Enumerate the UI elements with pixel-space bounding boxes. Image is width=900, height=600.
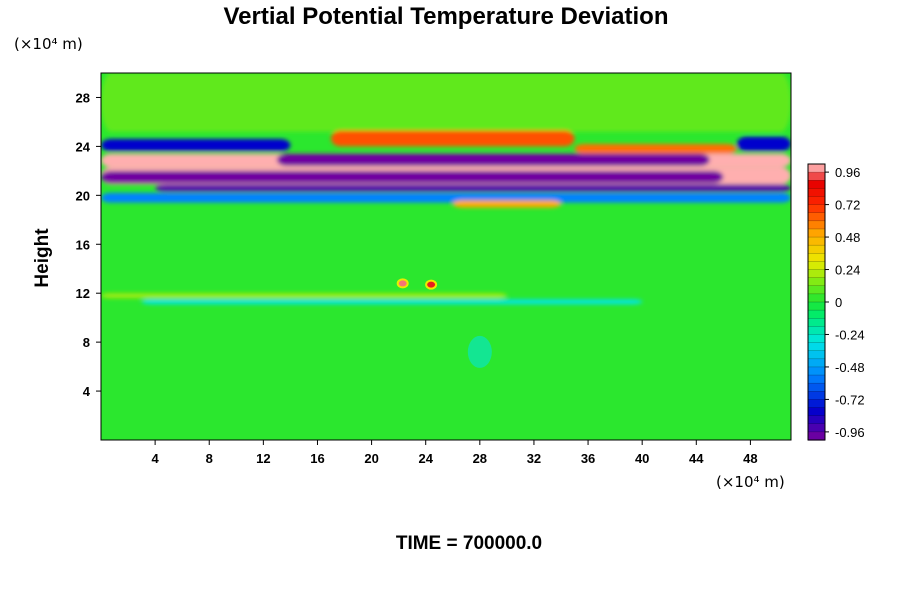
colorbar-step [808, 277, 825, 287]
colorbar-step [808, 399, 825, 409]
colorbar-step [808, 188, 825, 198]
colorbar-step [808, 245, 825, 254]
cyan-line-11.4 [141, 299, 643, 305]
colorbar-step [808, 326, 825, 336]
colorbar-step [808, 391, 825, 401]
cold-band-19.8 [101, 192, 791, 203]
colorbar-tick-label: -0.48 [835, 360, 865, 375]
colorbar-step [808, 253, 825, 263]
colorbar-step [808, 212, 825, 222]
colorbar-step [808, 269, 825, 279]
colorbar-step [808, 366, 825, 376]
cold-band-left-24.2 [101, 139, 291, 152]
time-label: TIME = 700000.0 [396, 533, 542, 554]
colorbar-step [808, 310, 825, 319]
y-tick-label: 8 [83, 335, 90, 350]
x-tick-label: 40 [635, 451, 649, 466]
colorbar-step [808, 431, 825, 441]
colorbar-step [808, 261, 825, 271]
y-tick-label: 12 [76, 286, 90, 301]
purple-band-21.6 [101, 170, 724, 184]
x-tick-label: 4 [152, 451, 160, 466]
y-axis-label: Height [32, 228, 53, 288]
colorbar-tick-label: 0 [835, 295, 842, 310]
x-tick-label: 16 [310, 451, 324, 466]
colorbar-step [808, 237, 825, 246]
y-tick-label: 20 [76, 188, 90, 203]
purple-band-23.0 [276, 153, 710, 166]
colorbar-tick-label: 0.72 [835, 198, 860, 213]
colorbar-step [808, 228, 825, 238]
colorbar-ticks: 0.96 0.72 0.48 0.24 0 -0.24 -0.48 -0.72 -0.96 [825, 165, 865, 440]
warm-band-right-23.8 [574, 143, 737, 154]
colorbar-tick-label: 0.24 [835, 263, 860, 278]
colorbar-tick-label: 0.48 [835, 230, 860, 245]
colorbar-step [808, 415, 825, 425]
colorbar-step [808, 204, 825, 214]
x-tick-label: 32 [527, 451, 541, 466]
colorbar-tick-label: 0.96 [835, 165, 860, 180]
colorbar [807, 163, 826, 441]
x-tick-label: 20 [364, 451, 378, 466]
y-tick-label: 28 [76, 90, 90, 105]
colorbar-step [808, 164, 825, 173]
x-tick-label: 44 [689, 451, 704, 466]
yellow-line-11.8 [101, 293, 507, 299]
colorbar-step [808, 375, 825, 384]
plot-area [101, 73, 791, 440]
y-tick-label: 16 [76, 237, 90, 252]
colorbar-step [808, 220, 825, 230]
colorbar-step [808, 334, 825, 344]
cool-plume [467, 335, 492, 368]
x-tick-label: 28 [473, 451, 487, 466]
colorbar-step [808, 342, 825, 352]
colorbar-step [808, 180, 825, 189]
x-tick-label: 36 [581, 451, 595, 466]
colorbar-step [808, 302, 825, 311]
colorbar-step [808, 383, 825, 392]
y-tick-label: 4 [83, 384, 91, 399]
colorbar-tick-label: -0.24 [835, 327, 865, 342]
x-ticks: 4 8 12 16 20 24 28 32 36 40 44 48 [152, 440, 758, 466]
colorbar-tick-label: -0.96 [835, 425, 865, 440]
x-unit-label: (×10⁴ m) [716, 473, 785, 491]
colorbar-step [808, 423, 825, 433]
y-tick-label: 24 [76, 139, 91, 154]
warm-band-19.4 [452, 200, 561, 208]
purple-band-20.6 [155, 184, 791, 192]
colorbar-step [808, 196, 825, 206]
x-tick-label: 24 [418, 451, 433, 466]
y-unit-label: (×10⁴ m) [14, 35, 83, 53]
x-tick-label: 12 [256, 451, 270, 466]
colorbar-step [808, 407, 825, 417]
hot-spot-right [425, 279, 438, 290]
colorbar-step [808, 285, 825, 295]
colorbar-step [808, 358, 825, 368]
colorbar-step [808, 293, 825, 303]
colorbar-tick-label: -0.72 [835, 392, 865, 407]
upper-green-band [101, 73, 791, 132]
chart-title: Vertial Potential Temperature Deviation [223, 3, 668, 30]
hot-spot-left [396, 278, 409, 289]
plot-frame [100, 72, 792, 441]
colorbar-step [808, 172, 825, 181]
x-tick-label: 8 [206, 451, 213, 466]
colorbar-step [808, 350, 825, 360]
warm-arc-24.6 [331, 130, 575, 147]
cold-band-right-24.2 [736, 136, 791, 152]
y-ticks: 4 8 12 16 20 24 28 [76, 90, 101, 399]
x-tick-label: 48 [743, 451, 757, 466]
colorbar-step [808, 318, 825, 327]
